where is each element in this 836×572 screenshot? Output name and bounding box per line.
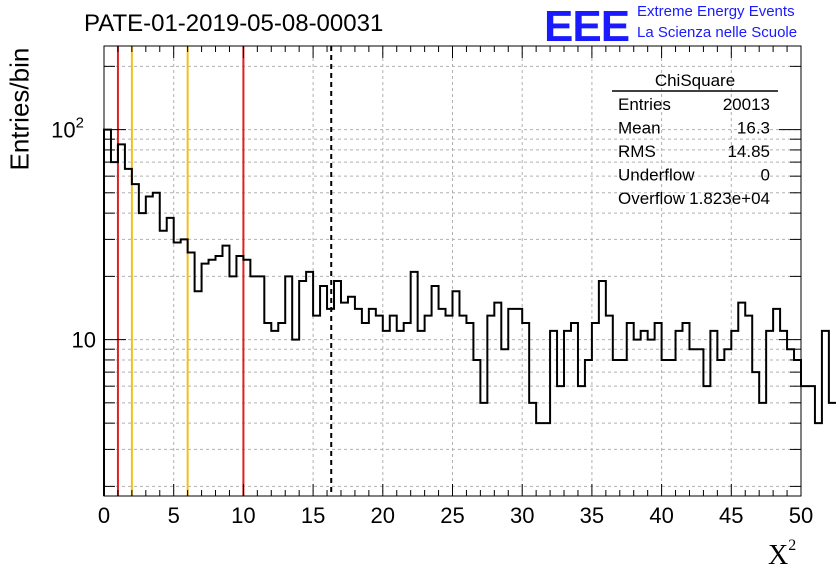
- x-tick-label: 50: [789, 503, 813, 528]
- x-tick-label: 45: [719, 503, 743, 528]
- stats-box-title: ChiSquare: [655, 71, 735, 90]
- x-tick-label: 0: [98, 503, 110, 528]
- stats-row-value: 0: [761, 166, 770, 185]
- histogram-series: [103, 128, 836, 496]
- y-tick-label: 102: [51, 115, 84, 143]
- x-tick-label: 15: [301, 503, 325, 528]
- x-axis-label: X2: [768, 536, 797, 572]
- x-tick-label: 30: [510, 503, 534, 528]
- x-tick-label: 5: [168, 503, 180, 528]
- stats-row-value: 16.3: [737, 119, 770, 138]
- y-tick-label-base: 10: [72, 328, 96, 353]
- x-tick-label: 25: [440, 503, 464, 528]
- stats-row-value: 1.823e+04: [689, 189, 770, 208]
- eee-logo: EEE: [544, 2, 630, 51]
- stats-row-value: 14.85: [727, 142, 770, 161]
- logo-text-line2: La Scienza nelle Scuole: [637, 24, 798, 41]
- stats-row-label: Entries: [618, 95, 671, 114]
- stats-row-label: RMS: [618, 142, 656, 161]
- stats-row-label: Mean: [618, 119, 661, 138]
- x-axis-label-superscript: 2: [788, 536, 797, 554]
- chart-title: PATE-01-2019-05-08-00031: [84, 10, 384, 37]
- x-axis-label-base: X: [768, 540, 789, 571]
- stats-row-value: 20013: [723, 95, 770, 114]
- stats-row-label: Overflow: [618, 189, 686, 208]
- y-tick-label-superscript: 2: [76, 115, 84, 132]
- stats-row-label: Underflow: [618, 166, 695, 185]
- x-tick-label: 20: [371, 503, 395, 528]
- logo-text-line1: Extreme Energy Events: [637, 3, 795, 20]
- x-tick-label: 35: [580, 503, 604, 528]
- x-tick-label: 40: [649, 503, 673, 528]
- y-tick-label-base: 10: [51, 118, 75, 143]
- y-tick-label: 10: [72, 328, 96, 353]
- x-tick-label: 10: [231, 503, 255, 528]
